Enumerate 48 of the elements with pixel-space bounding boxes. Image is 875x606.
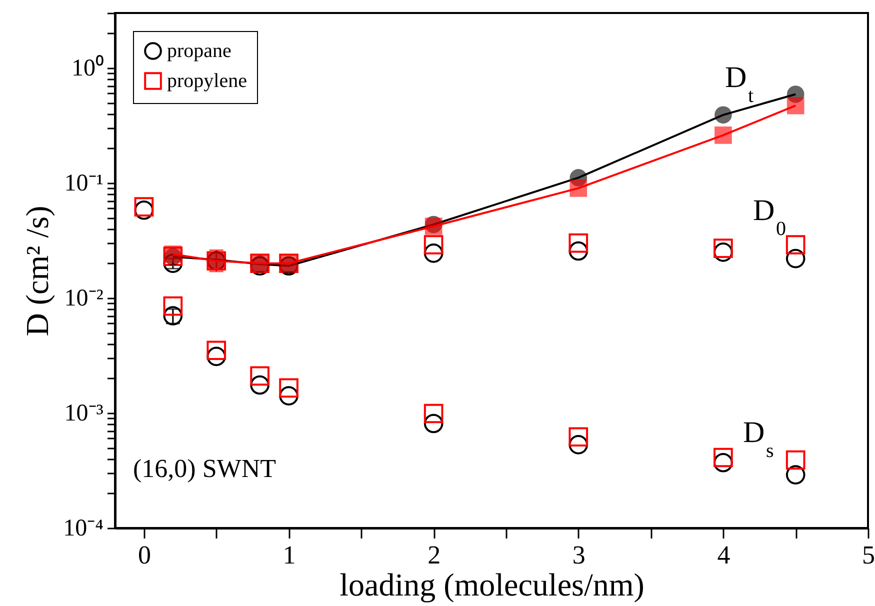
annotation: (16,0) SWNT xyxy=(133,454,276,483)
point xyxy=(568,241,588,261)
y-tick-label: 10⁻⁴ xyxy=(63,516,104,542)
x-tick-label: 1 xyxy=(282,540,296,570)
point xyxy=(424,235,444,254)
y-tick-label: 10⁰ xyxy=(72,54,104,82)
legend-label: propylene xyxy=(167,70,248,92)
y-tick-label: 10⁻³ xyxy=(64,400,104,426)
y-axis-title: D (cm² /s) xyxy=(19,206,56,336)
point xyxy=(786,465,806,484)
point xyxy=(568,435,588,454)
point xyxy=(134,200,154,220)
legend-label: propane xyxy=(167,40,232,62)
point xyxy=(570,180,588,197)
point xyxy=(424,244,444,263)
point xyxy=(568,233,588,253)
point xyxy=(786,450,806,470)
point xyxy=(250,366,270,386)
point xyxy=(279,386,298,406)
x-axis-title: loading (molecules/nm) xyxy=(340,566,644,602)
x-tick-label: 5 xyxy=(862,540,875,570)
x-tick-label: 3 xyxy=(572,540,586,570)
x-tick-label: 2 xyxy=(428,540,441,570)
point xyxy=(714,448,733,468)
point xyxy=(714,106,732,124)
point xyxy=(134,197,154,216)
point xyxy=(250,375,270,395)
point xyxy=(163,306,183,326)
point xyxy=(424,414,444,434)
point xyxy=(786,235,806,254)
y-tick-label: 10⁻¹ xyxy=(64,170,104,196)
point xyxy=(424,404,444,424)
point xyxy=(206,346,226,366)
x-tick-label: 0 xyxy=(138,540,151,570)
point xyxy=(714,242,733,262)
point xyxy=(786,248,806,268)
point xyxy=(568,427,588,447)
point xyxy=(714,452,733,472)
y-tick-label: 10⁻² xyxy=(64,285,104,312)
point xyxy=(163,254,183,273)
point xyxy=(786,96,804,114)
point xyxy=(163,296,183,316)
point xyxy=(250,256,270,276)
point xyxy=(206,340,226,360)
point xyxy=(714,126,732,144)
point xyxy=(279,378,298,398)
point xyxy=(714,238,733,258)
x-tick-label: 4 xyxy=(717,540,730,570)
